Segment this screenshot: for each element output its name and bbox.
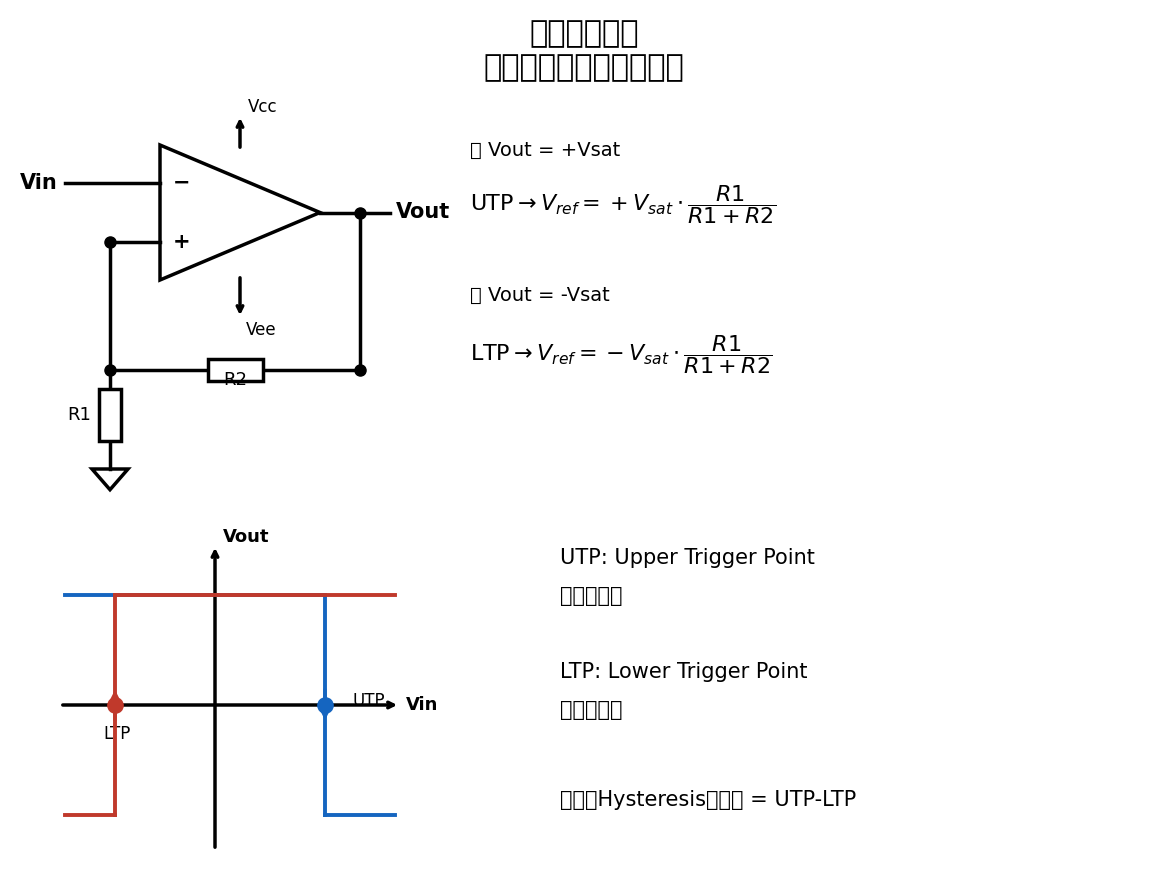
Text: 上限触发点: 上限触发点 bbox=[559, 586, 623, 606]
Text: 迟滞（Hysteresis）幅度 = UTP-LTP: 迟滞（Hysteresis）幅度 = UTP-LTP bbox=[559, 790, 856, 810]
Text: Vout: Vout bbox=[223, 528, 270, 546]
Bar bbox=[99, 389, 121, 441]
Text: Vee: Vee bbox=[246, 321, 277, 339]
Text: UTP: Upper Trigger Point: UTP: Upper Trigger Point bbox=[559, 548, 815, 568]
Text: Vin: Vin bbox=[406, 696, 438, 714]
Text: Vcc: Vcc bbox=[248, 98, 278, 116]
Text: LTP: LTP bbox=[103, 725, 131, 743]
Bar bbox=[208, 359, 263, 381]
Text: 施密特触发器: 施密特触发器 bbox=[529, 19, 639, 49]
Text: Vout: Vout bbox=[396, 202, 450, 223]
Text: R2: R2 bbox=[223, 371, 246, 389]
Text: R1: R1 bbox=[67, 406, 91, 424]
Text: 下限触发点: 下限触发点 bbox=[559, 700, 623, 720]
Text: 具有有迟滞效果的比较器: 具有有迟滞效果的比较器 bbox=[484, 54, 684, 82]
Text: $\mathrm{UTP} \rightarrow V_{ref} = +V_{sat} \cdot \dfrac{R1}{R1+R2}$: $\mathrm{UTP} \rightarrow V_{ref} = +V_{… bbox=[470, 184, 776, 226]
Text: LTP: Lower Trigger Point: LTP: Lower Trigger Point bbox=[559, 662, 807, 682]
Text: Vin: Vin bbox=[20, 172, 58, 193]
Text: UTP: UTP bbox=[353, 692, 385, 710]
Text: +: + bbox=[173, 232, 190, 252]
Text: 当 Vout = -Vsat: 当 Vout = -Vsat bbox=[470, 286, 610, 304]
Text: 当 Vout = +Vsat: 当 Vout = +Vsat bbox=[470, 141, 620, 159]
Text: −: − bbox=[173, 172, 190, 193]
Text: $\mathrm{LTP} \rightarrow V_{ref} = -V_{sat} \cdot \dfrac{R1}{R1+R2}$: $\mathrm{LTP} \rightarrow V_{ref} = -V_{… bbox=[470, 333, 772, 377]
